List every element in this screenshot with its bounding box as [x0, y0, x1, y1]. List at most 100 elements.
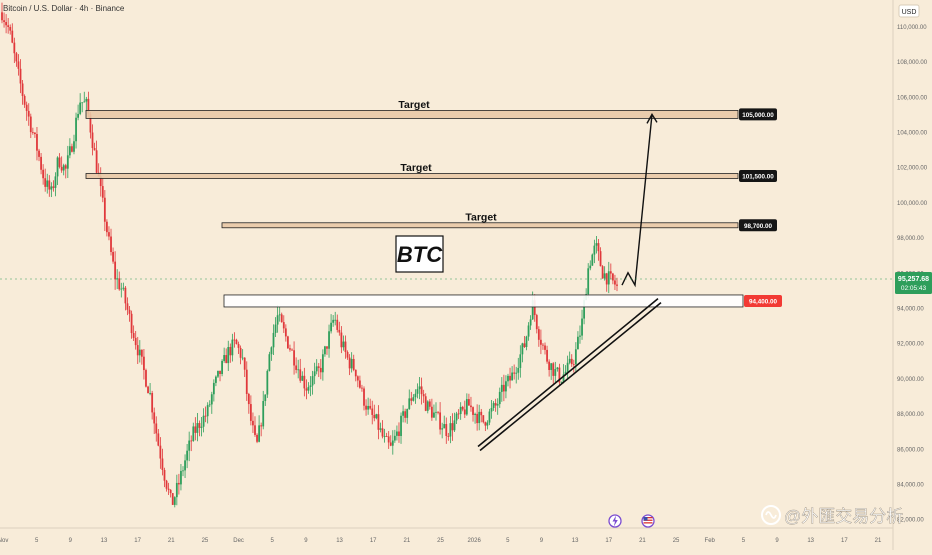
target-zone[interactable]: Target [221, 211, 739, 229]
us-flag-icon[interactable] [641, 514, 655, 528]
candle [219, 370, 221, 382]
candle [486, 420, 489, 430]
candle [153, 407, 156, 434]
candle [1, 2, 3, 24]
candle [507, 373, 509, 387]
watermark-text: @外匯交易分析 [784, 507, 903, 526]
candle [404, 408, 407, 423]
lightning-icon[interactable] [608, 514, 622, 528]
candle [309, 376, 312, 397]
candle [371, 400, 374, 425]
candle [136, 336, 139, 365]
candle [398, 422, 400, 443]
candle [210, 391, 213, 414]
candle [474, 412, 476, 424]
candle [229, 343, 232, 363]
candle [589, 260, 592, 271]
candle [548, 359, 551, 377]
target-zone[interactable]: Target [85, 162, 739, 179]
candle [64, 163, 67, 179]
y-tick-label: 90,000.00 [897, 377, 924, 383]
candle [482, 415, 485, 424]
candle [270, 346, 273, 361]
candle [34, 132, 36, 138]
x-tick-label: 9 [69, 538, 73, 544]
candle [443, 415, 446, 429]
candle [313, 362, 316, 385]
candle [25, 101, 28, 121]
candle [552, 362, 555, 384]
candle [282, 315, 285, 333]
candle [202, 408, 205, 433]
candle [465, 393, 468, 416]
candle [484, 421, 487, 432]
candle [167, 482, 170, 495]
candle [416, 383, 419, 399]
x-tick-label: 5 [742, 538, 746, 544]
candle [577, 331, 579, 350]
candle [488, 408, 491, 426]
x-tick-label: 21 [875, 538, 882, 544]
candle [120, 282, 123, 298]
candle [245, 361, 248, 401]
x-tick-label: 21 [404, 538, 411, 544]
candle [375, 413, 378, 420]
x-tick-label: 13 [807, 538, 814, 544]
candle [451, 413, 454, 441]
candle [27, 103, 30, 126]
candle [591, 253, 594, 266]
candle [161, 448, 164, 476]
candle [611, 272, 614, 285]
candle [42, 164, 45, 185]
candle [212, 379, 215, 402]
candle [511, 366, 514, 381]
candle [389, 435, 392, 447]
candle [71, 143, 73, 153]
candle [408, 389, 411, 410]
candle [550, 362, 553, 380]
candle [301, 371, 304, 382]
candle [406, 408, 409, 424]
current-price-badge: 95,257.68 02:05:43 [895, 272, 932, 294]
y-tick-label: 94,000.00 [897, 307, 924, 313]
candle [566, 355, 569, 380]
candle [356, 375, 359, 388]
trendline-upper[interactable] [479, 302, 662, 452]
y-tick-label: 108,000.00 [897, 60, 928, 66]
candle [539, 329, 542, 355]
candle [385, 432, 388, 437]
candle [609, 263, 612, 280]
candle [58, 153, 61, 169]
time-axis[interactable]: Nov 5 9 13 17 21 25 Dec 5 9 13 17 21 25 2026 5 9 13 17 21 25… [0, 538, 882, 544]
candle [367, 397, 370, 415]
level-price-tag: 94,400.00 [744, 294, 782, 307]
x-tick-label: 2026 [467, 538, 481, 544]
target-zone[interactable]: Target [85, 99, 739, 119]
candle [554, 361, 557, 383]
x-tick-label: 13 [572, 538, 579, 544]
candle [326, 346, 328, 355]
candle [350, 352, 353, 373]
candle [441, 422, 444, 439]
candle [492, 401, 495, 411]
candle [570, 354, 573, 367]
candle [13, 37, 16, 64]
candle [379, 422, 382, 433]
support-zone[interactable] [223, 294, 744, 308]
candle [470, 396, 472, 412]
trendline-lower[interactable] [477, 298, 659, 448]
candle [607, 261, 610, 294]
candle [182, 466, 184, 477]
x-tick-label: 9 [304, 538, 308, 544]
candle [420, 377, 423, 405]
candle [500, 377, 503, 402]
currency-button[interactable]: USD [898, 4, 920, 18]
candle [490, 400, 493, 419]
current-price-value: 95,257.68 [898, 276, 929, 283]
candle [494, 398, 497, 412]
x-tick-label: 13 [336, 538, 343, 544]
candle [110, 228, 112, 256]
candle [198, 420, 201, 437]
